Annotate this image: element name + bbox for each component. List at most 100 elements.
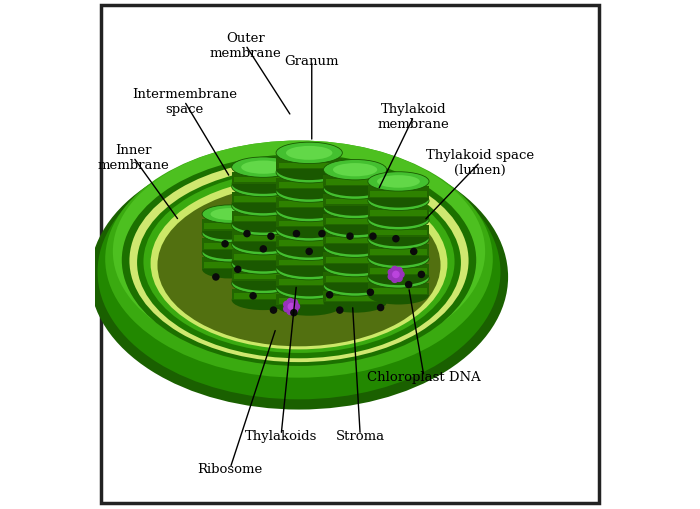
- Bar: [232, 250, 295, 262]
- Ellipse shape: [368, 208, 429, 228]
- Circle shape: [293, 231, 300, 237]
- Bar: [370, 211, 426, 217]
- Text: Inner
membrane: Inner membrane: [97, 144, 169, 172]
- Circle shape: [290, 310, 297, 316]
- Ellipse shape: [333, 241, 377, 254]
- Bar: [234, 178, 293, 183]
- Bar: [276, 236, 342, 247]
- Ellipse shape: [211, 209, 250, 220]
- Bar: [368, 225, 429, 237]
- Circle shape: [268, 234, 274, 240]
- Text: Thylakoids: Thylakoids: [245, 429, 317, 442]
- Bar: [326, 258, 384, 263]
- Ellipse shape: [241, 200, 286, 213]
- Bar: [276, 217, 342, 228]
- Ellipse shape: [276, 201, 342, 222]
- Ellipse shape: [105, 142, 493, 378]
- Bar: [276, 294, 342, 305]
- Ellipse shape: [323, 199, 386, 219]
- Ellipse shape: [211, 247, 250, 259]
- Ellipse shape: [333, 164, 377, 177]
- Circle shape: [287, 309, 293, 315]
- Ellipse shape: [232, 254, 295, 275]
- Ellipse shape: [333, 203, 377, 216]
- Circle shape: [287, 299, 293, 305]
- Ellipse shape: [377, 272, 420, 285]
- Ellipse shape: [241, 161, 286, 175]
- Bar: [276, 256, 342, 267]
- Circle shape: [396, 276, 402, 282]
- Circle shape: [260, 246, 267, 252]
- Ellipse shape: [276, 275, 342, 297]
- Bar: [279, 163, 340, 169]
- Ellipse shape: [368, 192, 429, 211]
- Ellipse shape: [241, 219, 286, 233]
- Bar: [276, 159, 342, 170]
- Ellipse shape: [90, 145, 508, 410]
- Ellipse shape: [144, 171, 454, 353]
- Ellipse shape: [368, 231, 429, 250]
- Ellipse shape: [286, 263, 332, 276]
- Bar: [232, 173, 295, 184]
- Circle shape: [370, 234, 376, 240]
- Ellipse shape: [137, 168, 461, 358]
- Ellipse shape: [323, 276, 386, 297]
- Text: Intermembrane
space: Intermembrane space: [132, 88, 237, 116]
- Circle shape: [368, 290, 374, 296]
- Circle shape: [347, 234, 353, 240]
- Ellipse shape: [97, 145, 500, 400]
- Circle shape: [288, 304, 295, 310]
- Text: Granum: Granum: [284, 54, 339, 68]
- Ellipse shape: [241, 181, 286, 194]
- Bar: [232, 231, 295, 242]
- Circle shape: [337, 307, 343, 314]
- Bar: [323, 195, 386, 206]
- Ellipse shape: [276, 159, 342, 181]
- Circle shape: [389, 274, 394, 280]
- Circle shape: [244, 231, 250, 237]
- Ellipse shape: [286, 243, 332, 257]
- Ellipse shape: [323, 257, 386, 277]
- Bar: [279, 260, 340, 266]
- Bar: [326, 277, 384, 282]
- Circle shape: [291, 308, 298, 314]
- Ellipse shape: [232, 193, 295, 214]
- Bar: [323, 292, 386, 303]
- Ellipse shape: [323, 273, 386, 294]
- Ellipse shape: [368, 250, 429, 269]
- Ellipse shape: [232, 235, 295, 256]
- Text: Outer
membrane: Outer membrane: [209, 32, 281, 60]
- FancyBboxPatch shape: [101, 6, 599, 503]
- Ellipse shape: [323, 238, 386, 258]
- Ellipse shape: [232, 216, 295, 236]
- Ellipse shape: [232, 251, 295, 272]
- Bar: [279, 202, 340, 208]
- Circle shape: [284, 302, 290, 308]
- Ellipse shape: [276, 182, 342, 203]
- Circle shape: [398, 272, 404, 278]
- Bar: [202, 219, 258, 231]
- Circle shape: [319, 231, 325, 237]
- Circle shape: [293, 304, 300, 310]
- Bar: [368, 187, 429, 199]
- Bar: [234, 294, 293, 299]
- Ellipse shape: [368, 211, 429, 231]
- Circle shape: [389, 270, 394, 276]
- Circle shape: [405, 282, 412, 288]
- Bar: [323, 234, 386, 245]
- Bar: [204, 224, 256, 230]
- Bar: [370, 230, 426, 236]
- Ellipse shape: [368, 173, 429, 192]
- Ellipse shape: [333, 222, 377, 235]
- Bar: [279, 241, 340, 246]
- Bar: [326, 200, 384, 205]
- Ellipse shape: [286, 166, 332, 180]
- Ellipse shape: [232, 177, 295, 197]
- Ellipse shape: [323, 293, 386, 313]
- Ellipse shape: [377, 195, 420, 208]
- Bar: [279, 299, 340, 304]
- Bar: [370, 249, 426, 256]
- Ellipse shape: [202, 244, 258, 263]
- Ellipse shape: [286, 147, 332, 160]
- Ellipse shape: [113, 142, 485, 362]
